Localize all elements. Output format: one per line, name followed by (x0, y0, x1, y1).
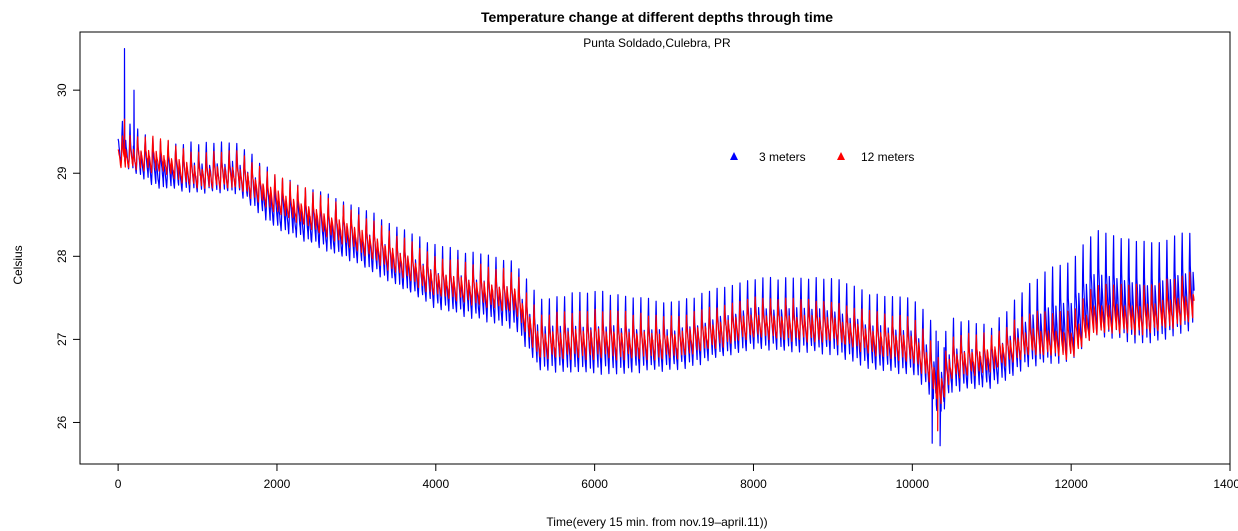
x-axis: 0 2000 4000 6000 8000 10000 12000 14000 (115, 463, 1238, 491)
x-tick-label: 8000 (740, 477, 767, 491)
series-layer (117, 48, 1195, 447)
y-tick-label: 28 (55, 249, 69, 263)
legend: 3 meters 12 meters (730, 150, 914, 164)
legend-marker-3-meters (730, 152, 738, 160)
x-tick-label: 12000 (1054, 477, 1088, 491)
legend-label-12-meters: 12 meters (861, 150, 914, 164)
legend-marker-12-meters (837, 152, 845, 160)
x-tick-label: 10000 (896, 477, 930, 491)
x-axis-label: Time(every 15 min. from nov.19–april.11)… (546, 515, 767, 529)
series-line-3-meters (117, 48, 1195, 447)
y-axis: 26 27 28 29 30 (55, 83, 81, 429)
series-line-12-meters (117, 118, 1195, 432)
x-tick-label: 6000 (581, 477, 608, 491)
chart-title: Temperature change at different depths t… (481, 9, 833, 25)
y-tick-label: 29 (55, 166, 69, 180)
x-tick-label: 4000 (422, 477, 449, 491)
legend-label-3-meters: 3 meters (759, 150, 806, 164)
x-tick-label: 14000 (1213, 477, 1238, 491)
y-tick-label: 27 (55, 332, 69, 346)
x-tick-label: 0 (115, 477, 122, 491)
y-tick-label: 26 (55, 415, 69, 429)
plot-frame (79, 31, 1231, 465)
y-tick-label: 30 (55, 83, 69, 97)
x-tick-label: 2000 (264, 477, 291, 491)
chart-subtitle: Punta Soldado,Culebra, PR (583, 36, 731, 50)
y-axis-label: Celsius (11, 245, 25, 284)
